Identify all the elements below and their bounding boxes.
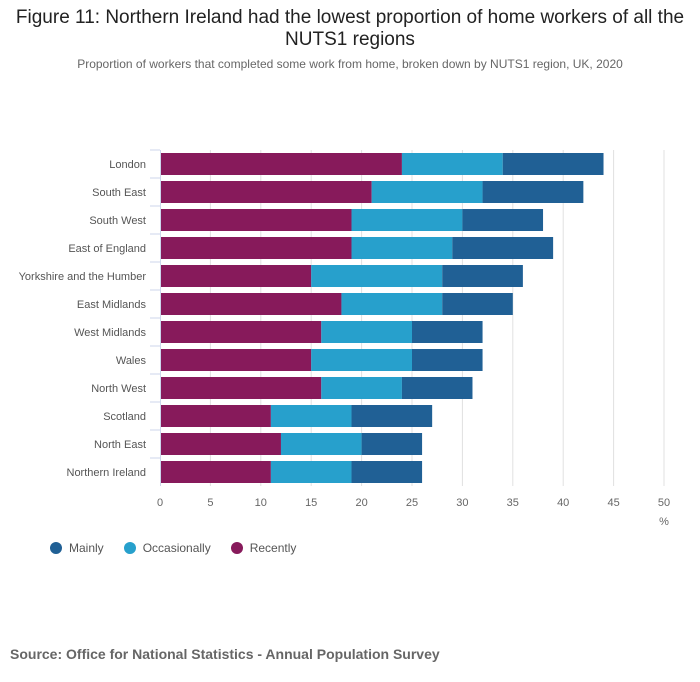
bar-recently	[160, 461, 271, 483]
bar-mainly	[452, 237, 554, 259]
category-label: West Midlands	[74, 327, 146, 339]
category-label: North East	[94, 439, 146, 451]
bar-occasionally	[311, 349, 412, 371]
bar-mainly	[462, 209, 544, 231]
legend-item-occasionally[interactable]: Occasionally	[123, 541, 211, 555]
bar-occasionally	[351, 209, 463, 231]
x-tick-label: 45	[607, 497, 619, 509]
bar-mainly	[482, 181, 584, 203]
bar-mainly	[442, 265, 523, 287]
bar-occasionally	[270, 405, 352, 427]
bar-recently	[160, 293, 342, 315]
bar-mainly	[351, 461, 423, 483]
bar-occasionally	[341, 293, 443, 315]
category-label: Wales	[116, 355, 147, 367]
x-tick-label: 10	[255, 497, 267, 509]
bar-recently	[160, 209, 352, 231]
category-label: Scotland	[103, 411, 146, 423]
x-tick-label: 0	[157, 497, 163, 509]
category-label: Yorkshire and the Humber	[19, 271, 147, 283]
x-tick-label: 30	[456, 497, 468, 509]
bar-occasionally	[280, 433, 362, 455]
x-tick-label: 20	[355, 497, 367, 509]
x-tick-label: 35	[507, 497, 519, 509]
category-label: East of England	[68, 243, 146, 255]
bar-occasionally	[351, 237, 453, 259]
bar-occasionally	[401, 153, 503, 175]
legend-item-mainly[interactable]: Mainly	[50, 541, 104, 555]
legend: Mainly Occasionally Recently	[50, 541, 296, 555]
bar-mainly	[361, 433, 423, 455]
bar-recently	[160, 265, 312, 287]
bar-mainly	[412, 349, 483, 371]
chart-title: Figure 11: Northern Ireland had the lowe…	[15, 7, 685, 50]
bar-mainly	[401, 377, 473, 399]
bar-occasionally	[321, 321, 412, 343]
bar-occasionally	[311, 265, 443, 287]
bar-recently	[160, 321, 322, 343]
legend-item-recently[interactable]: Recently	[230, 541, 297, 555]
category-label: South West	[89, 215, 146, 227]
bar-chart: 0 5 10 15 20 25 30 35 40 45 50% London South East Sou…	[19, 149, 670, 528]
x-axis-label: %	[659, 516, 669, 528]
legend-label: Mainly	[69, 541, 104, 555]
chart-subtitle: Proportion of workers that completed som…	[77, 57, 623, 71]
bar-occasionally	[321, 377, 402, 399]
bar-recently	[160, 153, 402, 175]
category-label: North West	[91, 383, 146, 395]
bar-recently	[160, 377, 322, 399]
legend-marker-icon	[230, 542, 243, 554]
bar-mainly	[502, 153, 604, 175]
bar-recently	[160, 237, 352, 259]
bar-recently	[160, 433, 281, 455]
category-label: Northern Ireland	[67, 467, 147, 479]
bar-mainly	[351, 405, 433, 427]
bar-mainly	[442, 293, 513, 315]
category-label: South East	[92, 187, 146, 199]
category-label: London	[109, 159, 146, 171]
x-tick-label: 50	[658, 497, 670, 509]
bar-occasionally	[270, 461, 352, 483]
legend-label: Occasionally	[142, 541, 211, 555]
x-tick-label: 15	[305, 497, 317, 509]
x-tick-label: 5	[207, 497, 213, 509]
bar-recently	[160, 181, 372, 203]
legend-label: Recently	[249, 541, 297, 555]
legend-marker-icon	[123, 542, 136, 554]
x-tick-label: 25	[406, 497, 418, 509]
bar-recently	[160, 349, 312, 371]
source-note: Source: Office for National Statistics -…	[10, 646, 440, 662]
legend-marker-icon	[50, 542, 62, 554]
x-tick-label: 40	[557, 497, 569, 509]
bar-recently	[160, 405, 271, 427]
bar-occasionally	[371, 181, 483, 203]
bar-mainly	[412, 321, 483, 343]
category-label: East Midlands	[77, 299, 147, 311]
